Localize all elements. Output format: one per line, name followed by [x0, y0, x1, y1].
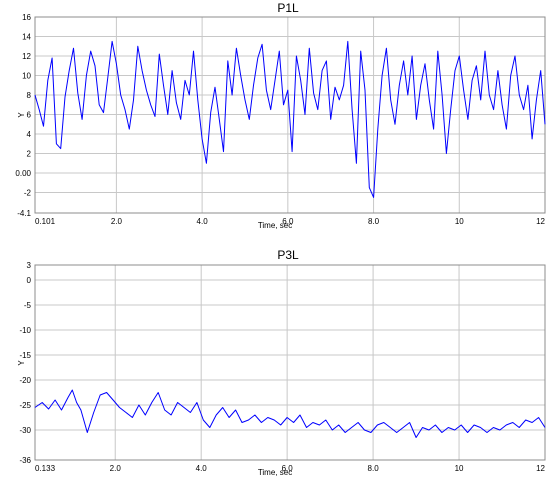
x-axis-label: Time, sec: [258, 221, 292, 230]
x-tick-label: 6.0: [282, 464, 294, 473]
plot-frame: [34, 264, 546, 461]
y-tick-label: 12: [22, 52, 31, 61]
y-tick-label: -10: [19, 326, 31, 335]
plot-frame: [34, 16, 546, 214]
x-tick-label: 8.0: [368, 464, 380, 473]
x-tick-label: 0.133: [35, 464, 56, 473]
y-axis-label: Y: [17, 112, 26, 118]
x-tick-label: 12: [536, 217, 545, 226]
chart-title: P3L: [277, 248, 299, 262]
x-tick-label: 0.101: [35, 217, 56, 226]
y-axis-label: Y: [17, 360, 26, 366]
series-line: [34, 40, 546, 198]
y-tick-label: 2: [27, 150, 32, 159]
y-tick-label: 4: [27, 130, 32, 139]
x-tick-label: 12: [536, 464, 545, 473]
x-tick-label: 10: [455, 464, 464, 473]
y-tick-label: -5: [24, 301, 32, 310]
y-tick-label: 6: [27, 111, 32, 120]
x-axis-label: Time, sec: [258, 468, 292, 477]
y-tick-label: -15: [19, 351, 31, 360]
chart-p1l: P1L 16 14 12 10 8 6 4 2 0.00 -2 -4.1 0.101 2.0 4.0 6.…: [15, 1, 546, 230]
x-tick-label: 4.0: [197, 217, 209, 226]
x-tick-label: 2.0: [111, 217, 123, 226]
y-tick-label: -30: [19, 426, 31, 435]
x-tick-label: 2.0: [110, 464, 122, 473]
y-tick-label: 14: [22, 33, 31, 42]
y-tick-label: 0: [27, 276, 32, 285]
y-tick-label: 8: [27, 91, 32, 100]
x-tick-label: 4.0: [196, 464, 208, 473]
y-tick-label: -20: [19, 376, 31, 385]
x-tick-label: 10: [455, 217, 464, 226]
y-tick-label: 3: [27, 261, 32, 270]
y-tick-label: 16: [22, 13, 31, 22]
chart-title: P1L: [277, 1, 299, 15]
chart-p3l: P3L 3 0 -5 -10 -15 -20 -25 -30 -36 0.133 2.0 4.0 6.…: [17, 248, 546, 477]
x-tick-label: 8.0: [368, 217, 380, 226]
series-line: [34, 389, 546, 438]
x-tick-label: 6.0: [282, 217, 294, 226]
y-tick-label: 10: [22, 72, 31, 81]
y-tick-label: -36: [19, 456, 31, 465]
y-tick-label: -25: [19, 401, 31, 410]
y-tick-label: -4.1: [17, 209, 31, 218]
y-tick-label: -2: [24, 189, 32, 198]
y-tick-label: 0.00: [15, 169, 31, 178]
